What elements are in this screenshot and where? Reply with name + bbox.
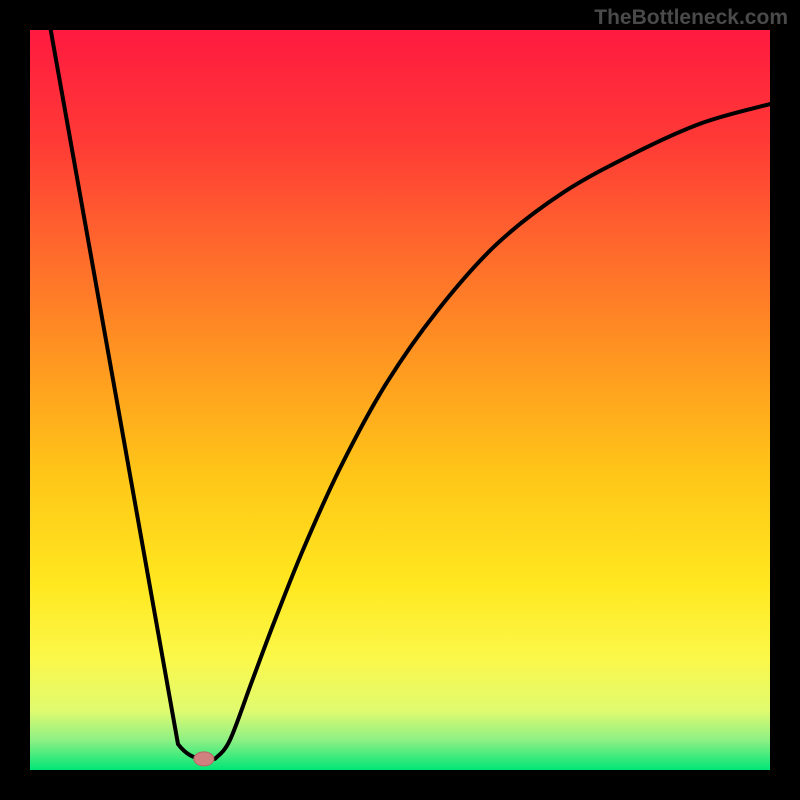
curve-layer (30, 30, 770, 770)
plot-area (30, 30, 770, 770)
watermark: TheBottleneck.com (594, 6, 788, 30)
minimum-marker (194, 752, 214, 766)
bottleneck-curve (51, 30, 770, 759)
